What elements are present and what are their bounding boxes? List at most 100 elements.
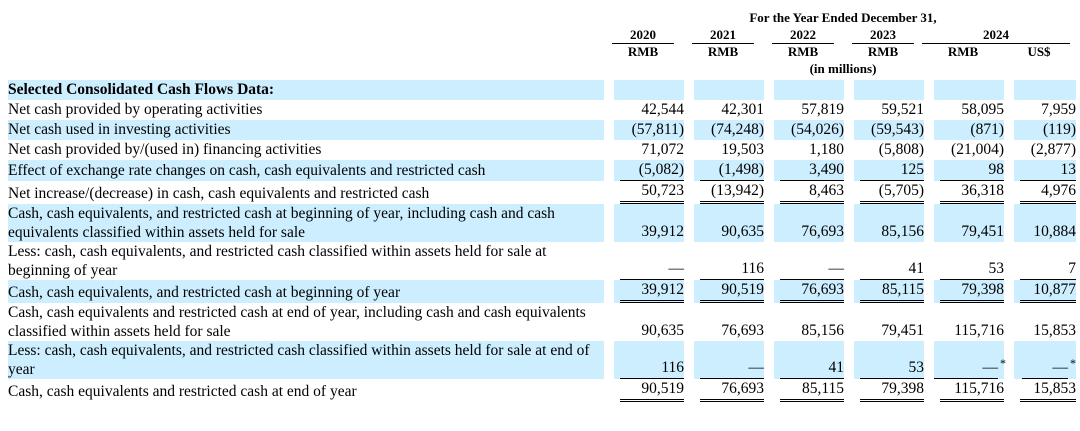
cell-2024-rmb: 79,398 bbox=[940, 280, 1004, 303]
cell-2021: 90,519 bbox=[700, 280, 764, 303]
cell-2024-rmb: 36,318 bbox=[940, 181, 1004, 204]
cell-2024-usd: 10,877 bbox=[1020, 280, 1076, 303]
currency-rmb-2023: RMB bbox=[867, 44, 899, 59]
cell-2024-usd: 15,853 bbox=[1020, 379, 1076, 402]
year-2023-header: 2023 bbox=[852, 27, 914, 44]
row-label: Less: cash, cash equivalents, and restri… bbox=[8, 243, 547, 279]
cell-2021: (74,248) bbox=[694, 120, 764, 140]
cell-2024-usd: 13 bbox=[1020, 160, 1076, 181]
currency-rmb-2024: RMB bbox=[947, 44, 979, 59]
cell-2024-rmb: 115,716 bbox=[954, 322, 1004, 339]
cell-2024-rmb: 58,095 bbox=[961, 101, 1004, 118]
cell-2022: 85,115 bbox=[780, 379, 844, 402]
cell-2024-usd: — bbox=[1022, 358, 1068, 379]
cell-2024-rmb: 98 bbox=[940, 160, 1004, 181]
cell-2020: 90,519 bbox=[620, 379, 684, 402]
cell-2021: 116 bbox=[700, 259, 764, 280]
cell-2020: (5,082) bbox=[620, 160, 684, 181]
cell-2023: 125 bbox=[860, 160, 924, 181]
cell-2023: (59,543) bbox=[854, 120, 924, 140]
row-label: Cash, cash equivalents and restricted ca… bbox=[8, 383, 357, 400]
year-2022-header: 2022 bbox=[772, 27, 834, 44]
currency-usd-2024: US$ bbox=[1027, 44, 1051, 59]
table-row: Effect of exchange rate changes on cash,… bbox=[8, 160, 1076, 181]
row-label: Cash, cash equivalents, and restricted c… bbox=[8, 204, 604, 242]
cell-2020: — bbox=[620, 259, 684, 280]
cell-2020: 39,912 bbox=[620, 280, 684, 303]
currency-rmb-2021: RMB bbox=[707, 44, 739, 59]
cell-2023: (5,705) bbox=[860, 181, 924, 204]
cell-2024-usd: 10,884 bbox=[1014, 204, 1076, 242]
cell-2024-usd: 4,976 bbox=[1020, 181, 1076, 204]
cell-2022: 57,819 bbox=[801, 101, 844, 118]
cell-2021: 42,301 bbox=[721, 101, 764, 118]
table-row: Net increase/(decrease) in cash, cash eq… bbox=[8, 181, 1076, 204]
cell-2022: 76,693 bbox=[780, 280, 844, 303]
cell-2020: 116 bbox=[620, 358, 684, 379]
footnote-mark: * bbox=[1000, 356, 1006, 370]
table-row: Cash, cash equivalents, and restricted c… bbox=[8, 204, 1076, 242]
table-row: Cash, cash equivalents, and restricted c… bbox=[8, 280, 1076, 303]
cell-2023: 85,115 bbox=[860, 280, 924, 303]
cell-2024-rmb: (871) bbox=[934, 120, 1004, 140]
cell-2024-usd: 15,853 bbox=[1033, 322, 1076, 339]
period-header: For the Year Ended December 31, bbox=[749, 10, 937, 25]
footnote-mark: * bbox=[1070, 356, 1076, 370]
cell-2021: (13,942) bbox=[700, 181, 764, 204]
row-label: Net cash provided by/(used in) financing… bbox=[8, 141, 322, 158]
cell-2022: (54,026) bbox=[774, 120, 844, 140]
cell-2022: 1,180 bbox=[809, 141, 844, 158]
cell-2020: (57,811) bbox=[614, 120, 684, 140]
cell-2023: 59,521 bbox=[881, 101, 924, 118]
row-label: Cash, cash equivalents and restricted ca… bbox=[8, 304, 586, 340]
row-label: Effect of exchange rate changes on cash,… bbox=[8, 160, 604, 181]
cell-2024-rmb: (21,004) bbox=[951, 141, 1004, 158]
cell-2021: (1,498) bbox=[700, 160, 764, 181]
cell-2021: 19,503 bbox=[721, 141, 764, 158]
currency-rmb-2022: RMB bbox=[787, 44, 819, 59]
cell-2022: — bbox=[780, 259, 844, 280]
row-label: Net cash provided by operating activitie… bbox=[8, 101, 263, 118]
year-2021-header: 2021 bbox=[692, 27, 754, 44]
cell-2020: 39,912 bbox=[614, 204, 684, 242]
cell-2022: 85,156 bbox=[801, 322, 844, 339]
row-label: Net increase/(decrease) in cash, cash eq… bbox=[8, 185, 430, 202]
year-2020-header: 2020 bbox=[612, 27, 674, 44]
cell-2020: 71,072 bbox=[641, 141, 684, 158]
cell-2024-usd: (119) bbox=[1014, 120, 1076, 140]
year-2024-header: 2024 bbox=[922, 27, 1070, 44]
table-row: Net cash used in investing activities (5… bbox=[8, 120, 1076, 140]
cell-2020: 50,723 bbox=[620, 181, 684, 204]
cell-2023: 53 bbox=[860, 358, 924, 379]
cell-2024-usd: 7,959 bbox=[1041, 101, 1076, 118]
cell-2022: 8,463 bbox=[780, 181, 844, 204]
cell-2020: 90,635 bbox=[641, 322, 684, 339]
cell-2023: 79,451 bbox=[881, 322, 924, 339]
cell-2023: 41 bbox=[860, 259, 924, 280]
cell-2024-rmb: 79,451 bbox=[934, 204, 1004, 242]
cell-2022: 76,693 bbox=[774, 204, 844, 242]
cell-2023: 85,156 bbox=[854, 204, 924, 242]
cell-2023: 79,398 bbox=[860, 379, 924, 402]
section-title-row: Selected Consolidated Cash Flows Data: bbox=[8, 80, 1076, 100]
cell-2022: 41 bbox=[780, 358, 844, 379]
cell-2021: 76,693 bbox=[721, 322, 764, 339]
cell-2020: 42,544 bbox=[641, 101, 684, 118]
cell-2024-usd: 7 bbox=[1020, 259, 1076, 280]
table-row: Net cash provided by operating activitie… bbox=[8, 100, 1076, 120]
section-title: Selected Consolidated Cash Flows Data: bbox=[8, 80, 604, 100]
cell-2021: 76,693 bbox=[700, 379, 764, 402]
table-row: Less: cash, cash equivalents, and restri… bbox=[8, 242, 1076, 280]
cell-2024-usd: (2,877) bbox=[1030, 141, 1076, 158]
cash-flow-table: Selected Consolidated Cash Flows Data: N… bbox=[8, 80, 1076, 402]
cell-2021: 90,635 bbox=[694, 204, 764, 242]
table-row: Net cash provided by/(used in) financing… bbox=[8, 140, 1076, 160]
cell-2023: (5,808) bbox=[878, 141, 924, 158]
cell-2024-rmb: — bbox=[934, 358, 998, 379]
row-label: Net cash used in investing activities bbox=[8, 120, 604, 140]
cell-2022: 3,490 bbox=[780, 160, 844, 181]
row-label: Less: cash, cash equivalents, and restri… bbox=[8, 341, 604, 379]
cell-2024-rmb: 115,716 bbox=[940, 379, 1004, 402]
cell-2021: — bbox=[700, 358, 764, 379]
